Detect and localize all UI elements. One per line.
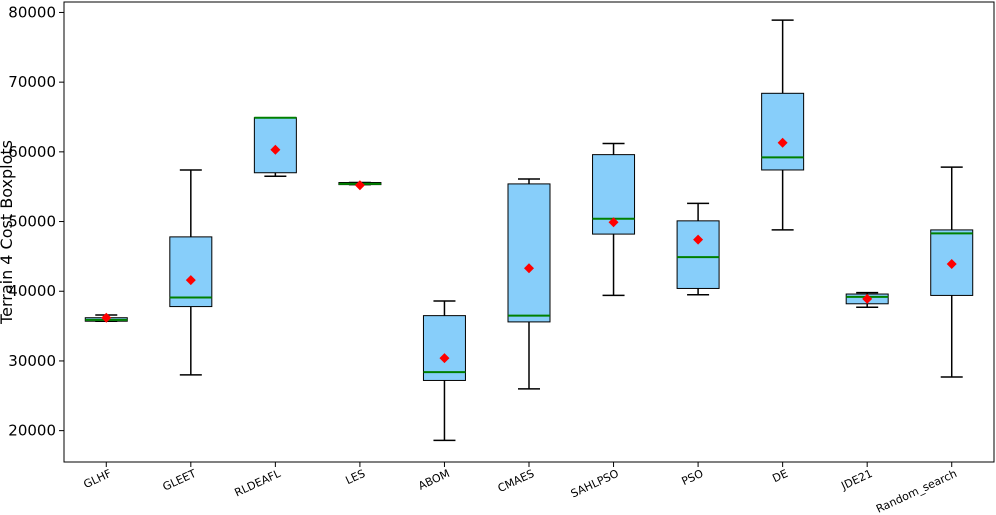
y-tick-label: 30000 <box>8 352 56 370</box>
y-tick-label: 60000 <box>8 143 56 161</box>
box-group-les <box>338 180 382 191</box>
x-tick-label-cmaes: CMAES <box>496 467 537 495</box>
x-tick-label-gleet: GLEET <box>161 467 199 494</box>
x-tick-label-abom: ABOM <box>416 467 451 493</box>
y-tick-label: 50000 <box>8 213 56 231</box>
iqr-box <box>169 236 213 308</box>
box-group-rldeafl <box>253 116 297 177</box>
y-axis: 20000 30000 40000 50000 60000 70000 80000 <box>8 3 64 440</box>
box-group-glhf <box>84 312 128 323</box>
box-group-abom <box>422 300 466 442</box>
boxes-layer <box>84 19 974 442</box>
box-group-pso <box>676 202 720 296</box>
mean-marker <box>862 293 873 304</box>
mean-marker <box>185 275 196 286</box>
x-tick-label-de: DE <box>770 467 790 485</box>
box-group-jde21 <box>845 291 889 309</box>
x-tick-label-random-search: Random_search <box>874 467 959 515</box>
mean-marker <box>101 312 112 323</box>
box-group-cmaes <box>507 178 551 390</box>
x-tick-label-jde21: JDE21 <box>838 467 874 493</box>
iqr-box <box>930 229 974 296</box>
iqr-box <box>761 92 805 171</box>
mean-marker <box>946 259 957 270</box>
mean-marker <box>608 217 619 228</box>
mean-marker <box>693 234 704 245</box>
x-tick-label-glhf: GLHF <box>82 467 114 491</box>
x-tick-label-sahlpso: SAHLPSO <box>569 467 621 501</box>
y-tick-label: 70000 <box>8 73 56 91</box>
x-tick-label-rldeafl: RLDEAFL <box>233 467 284 500</box>
x-tick-label-les: LES <box>344 467 368 487</box>
y-axis-label: Terrain 4 Cost Boxplots <box>0 140 16 325</box>
y-tick-label: 40000 <box>8 282 56 300</box>
mean-marker <box>354 180 365 191</box>
y-tick-label: 20000 <box>8 422 56 440</box>
iqr-box <box>422 315 466 381</box>
x-axis: GLHF GLEET RLDEAFL LES ABOM CMAES SAHLPSO PSO DE… <box>82 462 959 515</box>
box-group-random-search <box>930 166 974 378</box>
x-tick-label-pso: PSO <box>680 467 706 488</box>
box-group-de <box>761 19 805 231</box>
mean-marker <box>270 144 281 155</box>
mean-marker <box>777 137 788 148</box>
box-group-gleet <box>169 169 213 376</box>
box-group-sahlpso <box>592 142 636 297</box>
iqr-box <box>676 220 720 289</box>
mean-marker <box>439 353 450 364</box>
mean-marker <box>524 263 534 274</box>
y-tick-label: 80000 <box>8 3 56 21</box>
iqr-box <box>507 183 551 323</box>
